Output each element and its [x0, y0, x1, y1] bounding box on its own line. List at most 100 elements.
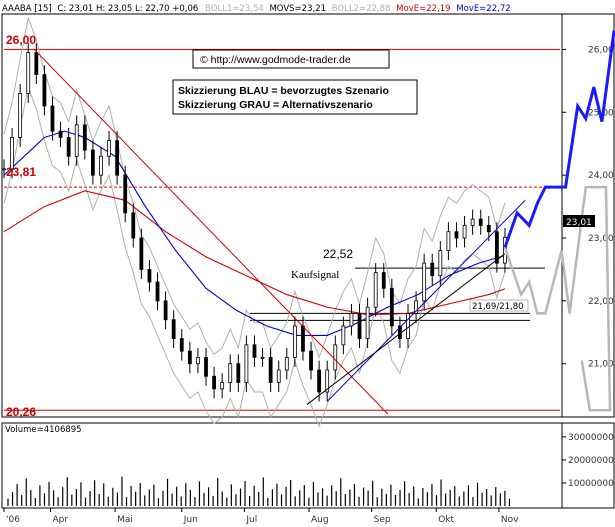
candle-body	[26, 52, 31, 94]
level-2381-label: 23,81	[6, 165, 36, 179]
trendlines	[33, 49, 526, 415]
candle-body	[478, 218, 483, 226]
x-tick-label: Nov	[501, 515, 519, 525]
x-tick-label: Jun	[183, 515, 198, 525]
indicator-lines	[3, 16, 506, 429]
candle-body	[333, 344, 338, 371]
zone-label: 21,69/21,80	[472, 302, 524, 312]
candle-body	[18, 93, 23, 138]
candle-body	[236, 363, 241, 383]
candle-body	[406, 313, 410, 339]
candle-body	[139, 237, 144, 270]
scenario-paths	[503, 30, 615, 412]
candle-body	[10, 137, 14, 170]
candle-body	[365, 306, 370, 339]
candle-body	[82, 124, 87, 151]
volume-tick-label: 30000000	[568, 433, 614, 443]
y-tick-label: 21,00	[588, 360, 614, 370]
trendline	[33, 49, 389, 415]
candle-body	[357, 313, 362, 339]
candle-body	[309, 350, 313, 371]
candle-body	[325, 369, 330, 393]
x-tick-label: Okt	[438, 515, 454, 525]
candle-body	[470, 218, 475, 226]
scenario-blue-path	[503, 30, 615, 248]
trendline	[306, 253, 506, 405]
candle-body	[58, 130, 63, 138]
volume-tick-label: 20000000	[568, 456, 614, 466]
candle-body	[50, 105, 55, 132]
candle-body	[317, 369, 322, 393]
candle-body	[301, 325, 305, 352]
candle-body	[74, 124, 79, 157]
scenario-legend-box	[172, 79, 418, 115]
x-tick-label: Mai	[117, 515, 133, 525]
candle-body	[204, 357, 208, 377]
header-line: AAABA [15] C: 23,01 H: 23,05 L: 22,70 +0…	[2, 4, 511, 14]
x-tick-labels: '06 Apr Mai Jun Jul Aug Sep Okt Nov	[3, 508, 519, 525]
volume-tick-labels: 10000000 20000000 30000000	[562, 433, 614, 489]
symbol-label: AAABA [15]	[2, 4, 52, 14]
move-blue-label: MovE=22,72	[456, 4, 510, 14]
scenario-grey-path	[503, 185, 612, 412]
level-2600-label: 26,00	[6, 33, 36, 47]
candle-body	[228, 363, 233, 383]
volume-label: Volume=4106895	[5, 425, 82, 435]
candle-body	[123, 174, 128, 214]
volume-bars	[7, 476, 511, 506]
boll1-label: BOLL1=23,54	[205, 4, 264, 14]
last-price-tag	[563, 215, 595, 227]
x-tick-label: '06	[6, 515, 20, 525]
candle-body	[462, 225, 467, 239]
candle-body	[163, 300, 168, 321]
candle-body	[115, 140, 120, 176]
x-tick-label: Aug	[311, 515, 329, 525]
candle-body	[414, 300, 418, 314]
level-2252-label: 22,52	[323, 247, 353, 261]
candle-body	[212, 375, 216, 390]
volume-axis-frame	[561, 422, 615, 509]
zone-label-box	[469, 299, 529, 312]
candle-body	[252, 344, 257, 358]
candle-body	[171, 319, 176, 339]
candle-body	[42, 74, 47, 107]
candle-body	[99, 155, 103, 176]
y-tick-label: 23,00	[588, 234, 614, 244]
candle-body	[438, 250, 443, 277]
candle-body	[276, 369, 281, 383]
candle-body	[341, 325, 346, 346]
x-tick-label: Jul	[245, 515, 257, 525]
candle-body	[2, 168, 6, 171]
copyright-box	[192, 49, 390, 69]
candle-body	[284, 357, 289, 371]
candle-body	[422, 262, 427, 302]
candle-body	[34, 52, 39, 75]
candle-body	[373, 272, 378, 308]
y-tick-label: 22,00	[588, 297, 614, 307]
candle-body	[131, 212, 136, 239]
moving-average-line	[3, 190, 506, 316]
candle-body	[155, 281, 160, 302]
candle-body	[196, 357, 200, 365]
candle-body	[244, 344, 249, 383]
candle-body	[268, 357, 273, 383]
candle-body	[349, 313, 354, 327]
x-tick-label: Sep	[374, 515, 391, 525]
candle-body	[454, 231, 459, 239]
x-tick-label: Apr	[52, 515, 68, 525]
moving-average-line	[3, 130, 506, 336]
move-red-label: MovE=22,19	[396, 4, 450, 14]
candle-body	[494, 231, 499, 264]
boll2-label: BOLL2=22,88	[332, 4, 391, 14]
candle-body	[292, 325, 297, 358]
price-candles	[2, 43, 507, 402]
candle-body	[66, 137, 71, 157]
candle-body	[446, 231, 451, 251]
candle-body	[260, 357, 265, 359]
price-axis-frame	[561, 13, 615, 418]
candle-body	[486, 225, 491, 233]
quote-label: C: 23,01 H: 23,05 L: 22,70 +0,06	[57, 4, 198, 14]
scenario-grey-text: Skizzierung GRAU = Alternativszenario	[178, 99, 373, 111]
last-price-label: 23,01	[566, 218, 592, 228]
